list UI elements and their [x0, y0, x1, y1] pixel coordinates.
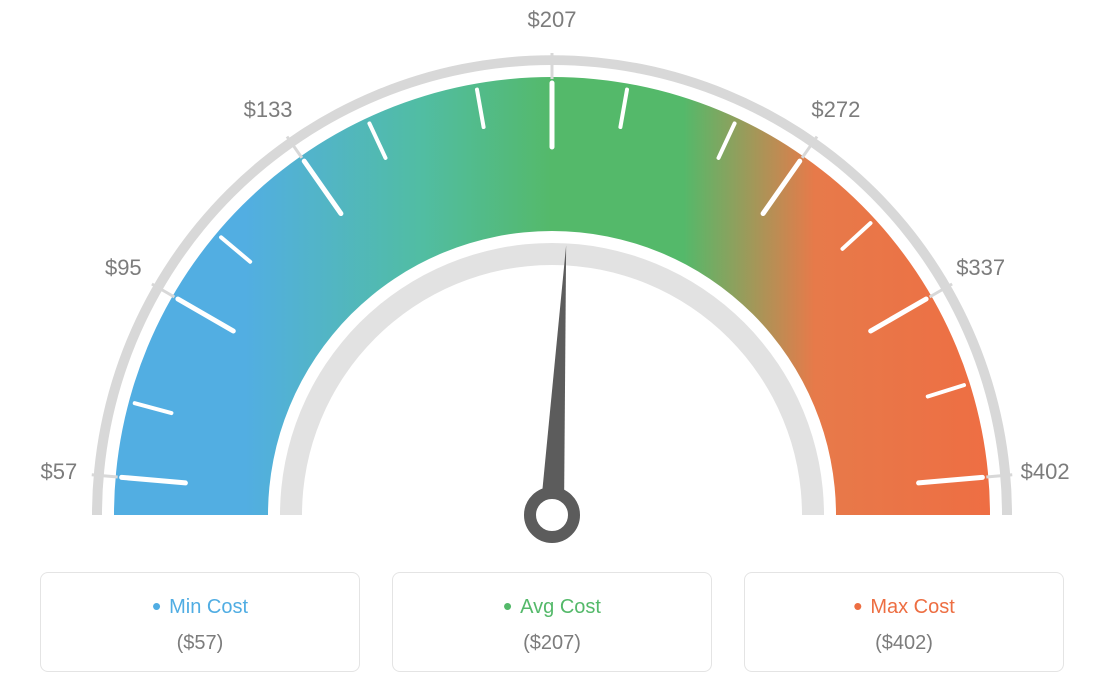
legend-title: Max Cost	[755, 591, 1053, 622]
legend-card: Avg Cost ($207)	[392, 572, 712, 672]
tick-label: $95	[105, 255, 142, 281]
tick-label: $272	[811, 97, 860, 123]
legend-title: Avg Cost	[403, 591, 701, 622]
legend-value: ($207)	[403, 632, 701, 655]
tick-label: $207	[528, 7, 577, 33]
legend-card: Min Cost ($57)	[40, 572, 360, 672]
legend-value: ($57)	[51, 632, 349, 655]
tick-label: $402	[1021, 459, 1070, 485]
legend-row: Min Cost ($57) Avg Cost ($207) Max Cost ($402…	[0, 572, 1104, 672]
cost-gauge: $57 $95 $133 $207 $272 $337 $402	[0, 0, 1104, 560]
gauge-needle	[540, 245, 566, 515]
tick-label: $57	[41, 459, 78, 485]
legend-value: ($402)	[755, 632, 1053, 655]
gauge-svg	[0, 0, 1104, 560]
needle-hub	[530, 493, 574, 537]
legend-card: Max Cost ($402)	[744, 572, 1064, 672]
legend-title: Min Cost	[51, 591, 349, 622]
tick-label: $133	[244, 97, 293, 123]
tick-label: $337	[956, 255, 1005, 281]
